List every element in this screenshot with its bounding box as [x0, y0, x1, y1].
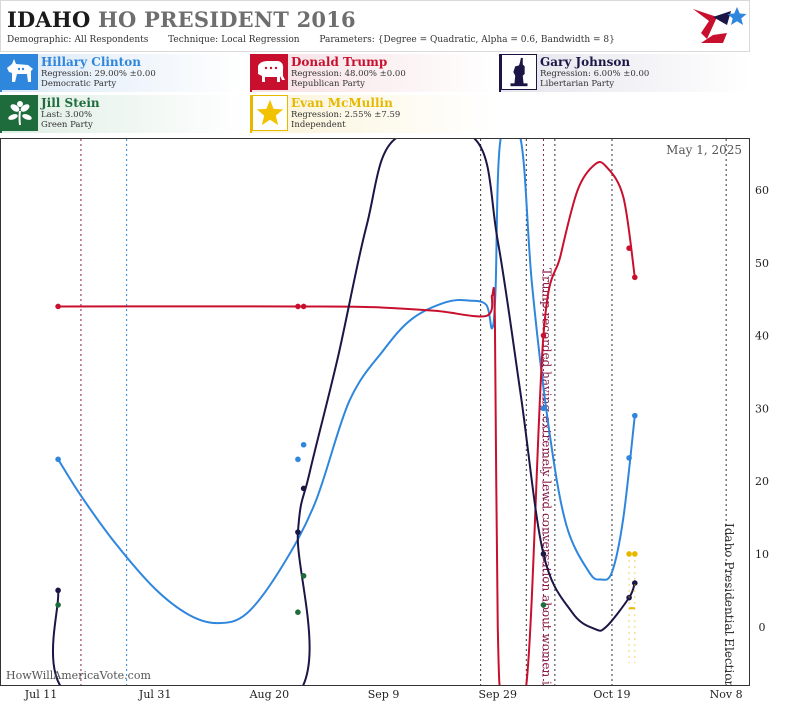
title-state: IDAHO	[7, 7, 91, 32]
jill-stein-poll-point	[55, 602, 61, 608]
hillary-clinton-poll-point	[626, 455, 632, 461]
candidate-card-stein[interactable]: Jill Stein Last: 3.00% Green Party	[0, 95, 245, 133]
donald-trump-poll-point	[55, 303, 61, 310]
jill-stein-poll-point	[295, 609, 301, 615]
candidate-regression: Last: 3.00%	[41, 110, 93, 120]
hillary-clinton-poll-point	[295, 456, 301, 463]
x-tick-label: Aug 20	[249, 688, 290, 701]
evan-mcmullin-poll-point	[626, 551, 632, 557]
y-tick-label: 60	[755, 184, 769, 197]
technique-value: Local Regression	[221, 35, 300, 45]
candidate-party: Independent	[291, 120, 346, 130]
gary-johnson-regression-line	[52, 139, 636, 685]
technique-label: Technique:	[168, 35, 219, 45]
candidate-party: Democratic Party	[41, 79, 117, 89]
event-label: Idaho Presidential Election	[722, 523, 736, 689]
x-tick-label: Jul 31	[138, 688, 172, 701]
x-tick-label: Sep 9	[368, 688, 400, 701]
parameters-line: Demographic: All Respondents Technique: Lo…	[7, 35, 615, 45]
x-tick-label: Jul 11	[24, 688, 58, 701]
date-stamp: May 1, 2025	[666, 143, 742, 157]
y-tick-label: 10	[755, 548, 769, 561]
gary-johnson-poll-point	[540, 551, 547, 557]
donald-trump-poll-point	[295, 303, 301, 310]
x-tick-label: Oct 19	[593, 688, 630, 701]
site-credit: HowWillAmericaVote.com	[6, 669, 151, 682]
candidate-card-johnson[interactable]: Gary Johnson Regression: 6.00% ±0.00 Lib…	[499, 54, 750, 92]
hillary-clinton-poll-point	[540, 405, 547, 412]
donald-trump-poll-point	[540, 332, 547, 339]
candidate-party: Green Party	[41, 120, 93, 130]
title-rest: HO PRESIDENT 2016	[97, 7, 356, 32]
green-flower-icon	[2, 95, 38, 131]
event-label: Trump recorded having extremely lewd con…	[539, 268, 553, 704]
gary-johnson-poll-point	[632, 580, 638, 586]
donald-trump-regression-line	[58, 161, 636, 685]
candidate-card-clinton[interactable]: Hillary Clinton Regression: 29.00% ±0.00…	[0, 54, 245, 92]
donald-trump-poll-point	[632, 274, 638, 281]
candidate-card-mcmullin[interactable]: Evan McMullin Regression: 2.55% ±7.59 In…	[250, 95, 495, 133]
jill-stein-poll-point	[300, 573, 307, 579]
plot-layer: Trump recorded having extremely lewd con…	[52, 139, 736, 704]
gary-johnson-poll-point	[55, 587, 61, 594]
candidate-regression: Regression: 29.00% ±0.00	[41, 69, 156, 79]
demographic-label: Demographic:	[7, 35, 72, 45]
y-tick-label: 20	[755, 475, 769, 488]
gary-johnson-poll-point	[300, 485, 307, 492]
chart-plot-area	[0, 138, 750, 686]
candidate-name: Donald Trump	[291, 55, 388, 69]
parameters-label: Parameters:	[319, 35, 375, 45]
candidate-regression: Regression: 48.00% ±0.00	[291, 69, 406, 79]
candidate-party: Republican Party	[291, 79, 365, 89]
evan-mcmullin-poll-point	[632, 551, 638, 557]
hillary-clinton-poll-point	[632, 412, 638, 419]
candidate-regression: Regression: 2.55% ±7.59	[291, 110, 401, 120]
x-tick-label: Nov 8	[710, 688, 743, 701]
candidate-card-trump[interactable]: Donald Trump Regression: 48.00% ±0.00 Re…	[250, 54, 495, 92]
y-tick-label: 40	[755, 330, 769, 343]
y-tick-label: 50	[755, 257, 769, 270]
candidate-party: Libertarian Party	[540, 79, 615, 89]
parameters-value: {Degree = Quadratic, Alpha = 0.6, Bandwi…	[377, 35, 615, 45]
donald-trump-poll-point	[626, 245, 632, 251]
elephant-icon	[252, 54, 288, 90]
donkey-icon	[2, 54, 38, 90]
header: IDAHO HO PRESIDENT 2016 Demographic: All …	[0, 0, 750, 52]
page-title: IDAHO HO PRESIDENT 2016	[7, 7, 356, 32]
candidate-name: Jill Stein	[41, 96, 100, 110]
star-icon	[252, 95, 288, 131]
donald-trump-poll-point	[300, 303, 307, 310]
hillary-clinton-poll-point	[300, 441, 307, 448]
statue-of-liberty-icon	[501, 54, 537, 90]
candidate-regression: Regression: 6.00% ±0.00	[540, 69, 650, 79]
candidate-name: Hillary Clinton	[41, 55, 141, 69]
gary-johnson-poll-point	[295, 529, 301, 535]
hillary-clinton-regression-line	[57, 139, 636, 625]
y-tick-label: 0	[759, 621, 766, 634]
hillary-clinton-poll-point	[55, 456, 61, 463]
candidate-name: Evan McMullin	[291, 96, 393, 110]
candidate-name: Gary Johnson	[540, 55, 631, 69]
jill-stein-poll-point	[540, 602, 547, 608]
demographic-value: All Respondents	[74, 35, 149, 45]
site-logo-icon	[693, 7, 747, 43]
x-tick-label: Sep 29	[478, 688, 517, 701]
y-tick-label: 30	[755, 402, 769, 415]
